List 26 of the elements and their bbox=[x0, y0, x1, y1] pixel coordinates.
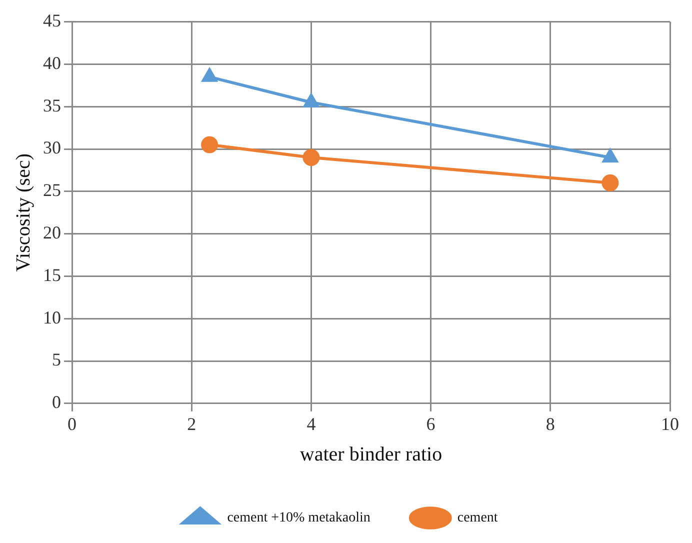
legend-label: cement +10% metakaolin bbox=[227, 510, 370, 526]
legend-label: cement bbox=[457, 510, 498, 526]
point bbox=[602, 148, 618, 162]
point bbox=[602, 174, 619, 192]
y-axis-title: Viscosity (sec) bbox=[12, 153, 34, 272]
y-tick-label: 0 bbox=[52, 392, 61, 412]
x-tick-label: 10 bbox=[661, 414, 679, 434]
y-tick-label: 30 bbox=[43, 138, 61, 158]
y-tick-label: 20 bbox=[43, 222, 61, 243]
point bbox=[201, 136, 218, 154]
x-tick-label: 2 bbox=[187, 414, 196, 434]
y-tick-label: 25 bbox=[43, 180, 61, 200]
y-tick-label: 45 bbox=[43, 10, 61, 31]
y-tick-label: 15 bbox=[43, 264, 61, 285]
x-tick-label: 0 bbox=[68, 414, 76, 434]
x-axis-title: water binder ratio bbox=[300, 443, 442, 466]
x-tick-label: 6 bbox=[426, 414, 436, 434]
x-tick-label: 4 bbox=[306, 414, 316, 434]
y-tick-label: 35 bbox=[43, 95, 61, 116]
x-tick-label: 8 bbox=[546, 414, 555, 434]
y-tick-label: 5 bbox=[52, 350, 61, 370]
point bbox=[202, 68, 218, 82]
y-tick-label: 10 bbox=[43, 307, 61, 328]
point bbox=[302, 148, 320, 166]
y-tick-label: 40 bbox=[43, 52, 61, 73]
point bbox=[304, 94, 319, 108]
